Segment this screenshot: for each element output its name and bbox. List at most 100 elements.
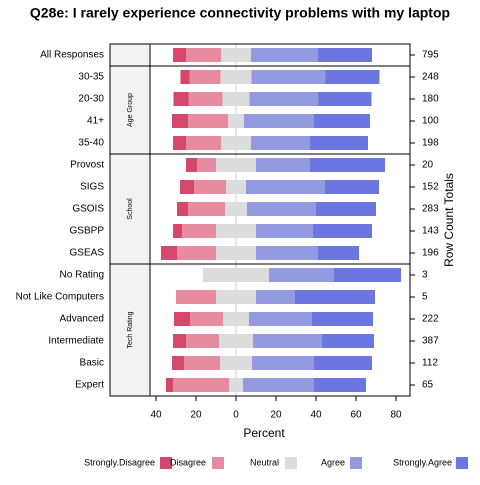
row-total: 143 <box>422 226 439 237</box>
bar-segment <box>222 92 250 106</box>
bar-segment <box>318 92 372 106</box>
bar-segment <box>173 334 186 348</box>
bar-segment <box>188 92 223 106</box>
panel-label: Tech Rating <box>127 311 134 348</box>
legend-label: Disagree <box>170 457 206 467</box>
category-label: GSBPP <box>70 226 105 237</box>
bar-segment <box>186 136 221 150</box>
category-label: GSEAS <box>70 248 105 259</box>
bar-segment <box>223 312 249 326</box>
bar-segment <box>334 268 401 282</box>
bar-segment <box>219 334 253 348</box>
legend-swatch <box>160 457 172 469</box>
category-label: 30-35 <box>78 72 104 83</box>
bar-segment <box>251 70 326 84</box>
bar-segment <box>251 48 318 62</box>
category-label: All Responses <box>40 50 104 61</box>
x-tick-label: 20 <box>190 410 202 421</box>
legend-label: Strongly.Disagree <box>84 457 155 467</box>
row-total: 3 <box>422 270 428 281</box>
bar-segment <box>190 312 223 326</box>
bar-segment <box>188 114 228 128</box>
bar-segment <box>216 158 256 172</box>
row-total: 283 <box>422 204 439 215</box>
bar-segment <box>172 114 188 128</box>
bar-segment <box>316 202 376 216</box>
bar-segment <box>243 378 314 392</box>
x-tick-label: 80 <box>390 410 402 421</box>
row-total: 387 <box>422 336 439 347</box>
y2-axis-label: Row Count Totals <box>442 173 456 267</box>
x-tick-label: 0 <box>233 410 239 421</box>
bar-segment <box>177 246 216 260</box>
bar-segment <box>182 224 216 238</box>
bar-segment <box>166 378 173 392</box>
bar-segment <box>174 312 190 326</box>
x-axis-label: Percent <box>243 426 285 440</box>
legend-swatch <box>456 457 468 469</box>
x-tick-label: 20 <box>270 410 282 421</box>
bar-segment <box>221 136 251 150</box>
chart-title: Q28e: I rarely experience connectivity p… <box>30 5 450 21</box>
row-total: 795 <box>422 50 439 61</box>
strip <box>109 65 151 155</box>
x-tick-label: 40 <box>310 410 322 421</box>
bar-segment <box>313 224 372 238</box>
bar-segment <box>228 114 244 128</box>
row-total: 100 <box>422 116 439 127</box>
row-total: 20 <box>422 160 434 171</box>
row-total: 5 <box>422 292 428 303</box>
bar-segment <box>197 158 216 172</box>
panel-label: School <box>127 198 134 220</box>
bar-segment <box>180 180 194 194</box>
bar-segment <box>318 246 359 260</box>
category-label: 41+ <box>87 116 104 127</box>
bar-segment <box>256 246 318 260</box>
bar-segment <box>269 268 334 282</box>
bar-segment <box>247 202 316 216</box>
row-total: 222 <box>422 314 439 325</box>
bar-segment <box>314 356 372 370</box>
row-total: 180 <box>422 94 439 105</box>
bar-segment <box>226 180 246 194</box>
category-label: Basic <box>80 358 104 369</box>
bar-segment <box>176 290 216 304</box>
bar-segment <box>256 224 313 238</box>
legend-swatch <box>285 457 297 469</box>
x-tick-label: 60 <box>350 410 362 421</box>
panel-label: Age Group <box>127 93 134 127</box>
bar-segment <box>161 246 177 260</box>
row-total: 198 <box>422 138 439 149</box>
bar-segment <box>318 48 372 62</box>
bar-segment <box>186 158 197 172</box>
bar-segment <box>194 180 226 194</box>
bar-segment <box>173 92 189 106</box>
row-total: 248 <box>422 72 439 83</box>
strip <box>109 263 151 397</box>
bar-segment <box>322 334 374 348</box>
strip <box>109 43 151 67</box>
bar-segment <box>186 48 221 62</box>
category-label: GSOIS <box>72 204 104 215</box>
bar-segment <box>256 158 310 172</box>
bar-segment <box>314 378 366 392</box>
bar-segment <box>244 114 314 128</box>
bar-segment <box>180 70 190 84</box>
bar-segment <box>173 378 229 392</box>
category-label: 20-30 <box>78 94 104 105</box>
category-label: Expert <box>75 380 104 391</box>
legend-label: Neutral <box>250 457 279 467</box>
bar-segment <box>310 158 385 172</box>
row-total: 65 <box>422 380 434 391</box>
bar-segment <box>310 136 368 150</box>
bar-segment <box>203 268 269 282</box>
category-label: Advanced <box>60 314 104 325</box>
bar-segment <box>251 136 310 150</box>
legend-swatch <box>212 457 224 469</box>
bar-segment <box>246 180 325 194</box>
category-label: Provost <box>70 160 104 171</box>
legend-label: Strongly.Agree <box>393 457 452 467</box>
bar-segment <box>252 356 314 370</box>
legend-label: Agree <box>321 457 345 467</box>
